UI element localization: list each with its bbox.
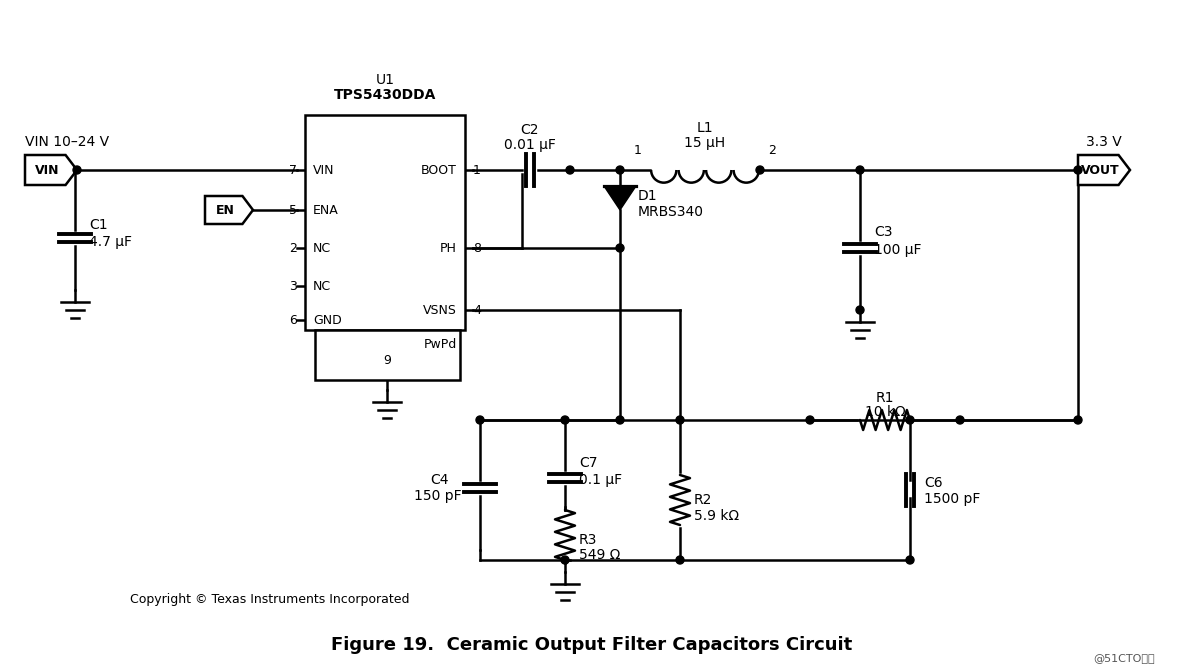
Circle shape [561, 416, 570, 424]
Text: 1: 1 [635, 144, 642, 157]
Text: 10 kΩ: 10 kΩ [864, 405, 906, 419]
Text: BOOT: BOOT [422, 163, 457, 177]
Circle shape [476, 416, 484, 424]
Text: Copyright © Texas Instruments Incorporated: Copyright © Texas Instruments Incorporat… [130, 593, 410, 607]
Bar [305, 115, 465, 330]
Text: 100 μF: 100 μF [874, 243, 921, 257]
Text: 3: 3 [289, 280, 297, 292]
Polygon shape [25, 155, 77, 185]
Text: VIN: VIN [313, 163, 335, 177]
Text: 7: 7 [289, 163, 297, 177]
Text: VOUT: VOUT [1081, 163, 1119, 177]
Text: D1: D1 [638, 189, 657, 203]
Text: 4: 4 [472, 304, 481, 317]
Text: 5.9 kΩ: 5.9 kΩ [694, 509, 739, 523]
Text: 6: 6 [289, 314, 297, 327]
Text: C4: C4 [431, 473, 449, 487]
Circle shape [676, 556, 684, 564]
Circle shape [561, 556, 570, 564]
Circle shape [1074, 166, 1082, 174]
Text: R3: R3 [579, 533, 598, 547]
Text: U1: U1 [375, 73, 394, 87]
Text: R1: R1 [876, 391, 894, 405]
Text: 0.1 μF: 0.1 μF [579, 473, 622, 487]
Bar [315, 330, 461, 380]
Circle shape [757, 166, 764, 174]
Circle shape [856, 306, 864, 314]
Text: 15 μH: 15 μH [684, 136, 726, 150]
Text: 549 Ω: 549 Ω [579, 548, 620, 562]
Polygon shape [1077, 155, 1130, 185]
Text: 0.01 μF: 0.01 μF [504, 138, 556, 152]
Circle shape [73, 166, 81, 174]
Text: ENA: ENA [313, 204, 339, 216]
Text: VIN 10–24 V: VIN 10–24 V [25, 135, 109, 149]
Text: Figure 19.  Ceramic Output Filter Capacitors Circuit: Figure 19. Ceramic Output Filter Capacit… [332, 636, 852, 654]
Circle shape [856, 166, 864, 174]
Circle shape [566, 166, 574, 174]
Text: NC: NC [313, 241, 332, 255]
Circle shape [906, 556, 914, 564]
Text: C6: C6 [924, 476, 942, 490]
Text: @51CTO博客: @51CTO博客 [1093, 653, 1156, 663]
Text: NC: NC [313, 280, 332, 292]
Circle shape [955, 416, 964, 424]
Text: 5: 5 [289, 204, 297, 216]
Text: 2: 2 [289, 241, 297, 255]
Circle shape [616, 166, 624, 174]
Text: VSNS: VSNS [423, 304, 457, 317]
Text: 150 pF: 150 pF [414, 489, 462, 503]
Circle shape [616, 244, 624, 252]
Text: C2: C2 [521, 123, 539, 137]
Text: 3.3 V: 3.3 V [1086, 135, 1122, 149]
Polygon shape [604, 186, 636, 210]
Text: 8: 8 [472, 241, 481, 255]
Circle shape [676, 416, 684, 424]
Circle shape [906, 416, 914, 424]
Text: C3: C3 [874, 225, 893, 239]
Text: C7: C7 [579, 456, 598, 470]
Text: MRBS340: MRBS340 [638, 205, 704, 219]
Text: PH: PH [440, 241, 457, 255]
Text: GND: GND [313, 314, 342, 327]
Text: 9: 9 [384, 353, 391, 366]
Text: C1: C1 [89, 218, 108, 232]
Text: L1: L1 [696, 121, 713, 135]
Text: EN: EN [215, 204, 234, 216]
Text: R2: R2 [694, 493, 713, 507]
Text: 1: 1 [472, 163, 481, 177]
Circle shape [616, 416, 624, 424]
Text: 2: 2 [768, 144, 776, 157]
Polygon shape [205, 196, 253, 224]
Text: VIN: VIN [34, 163, 59, 177]
Circle shape [806, 416, 813, 424]
Text: 4.7 μF: 4.7 μF [89, 235, 131, 249]
Text: 1500 pF: 1500 pF [924, 492, 980, 506]
Text: PwPd: PwPd [424, 339, 457, 351]
Text: TPS5430DDA: TPS5430DDA [334, 88, 436, 102]
Circle shape [1074, 416, 1082, 424]
